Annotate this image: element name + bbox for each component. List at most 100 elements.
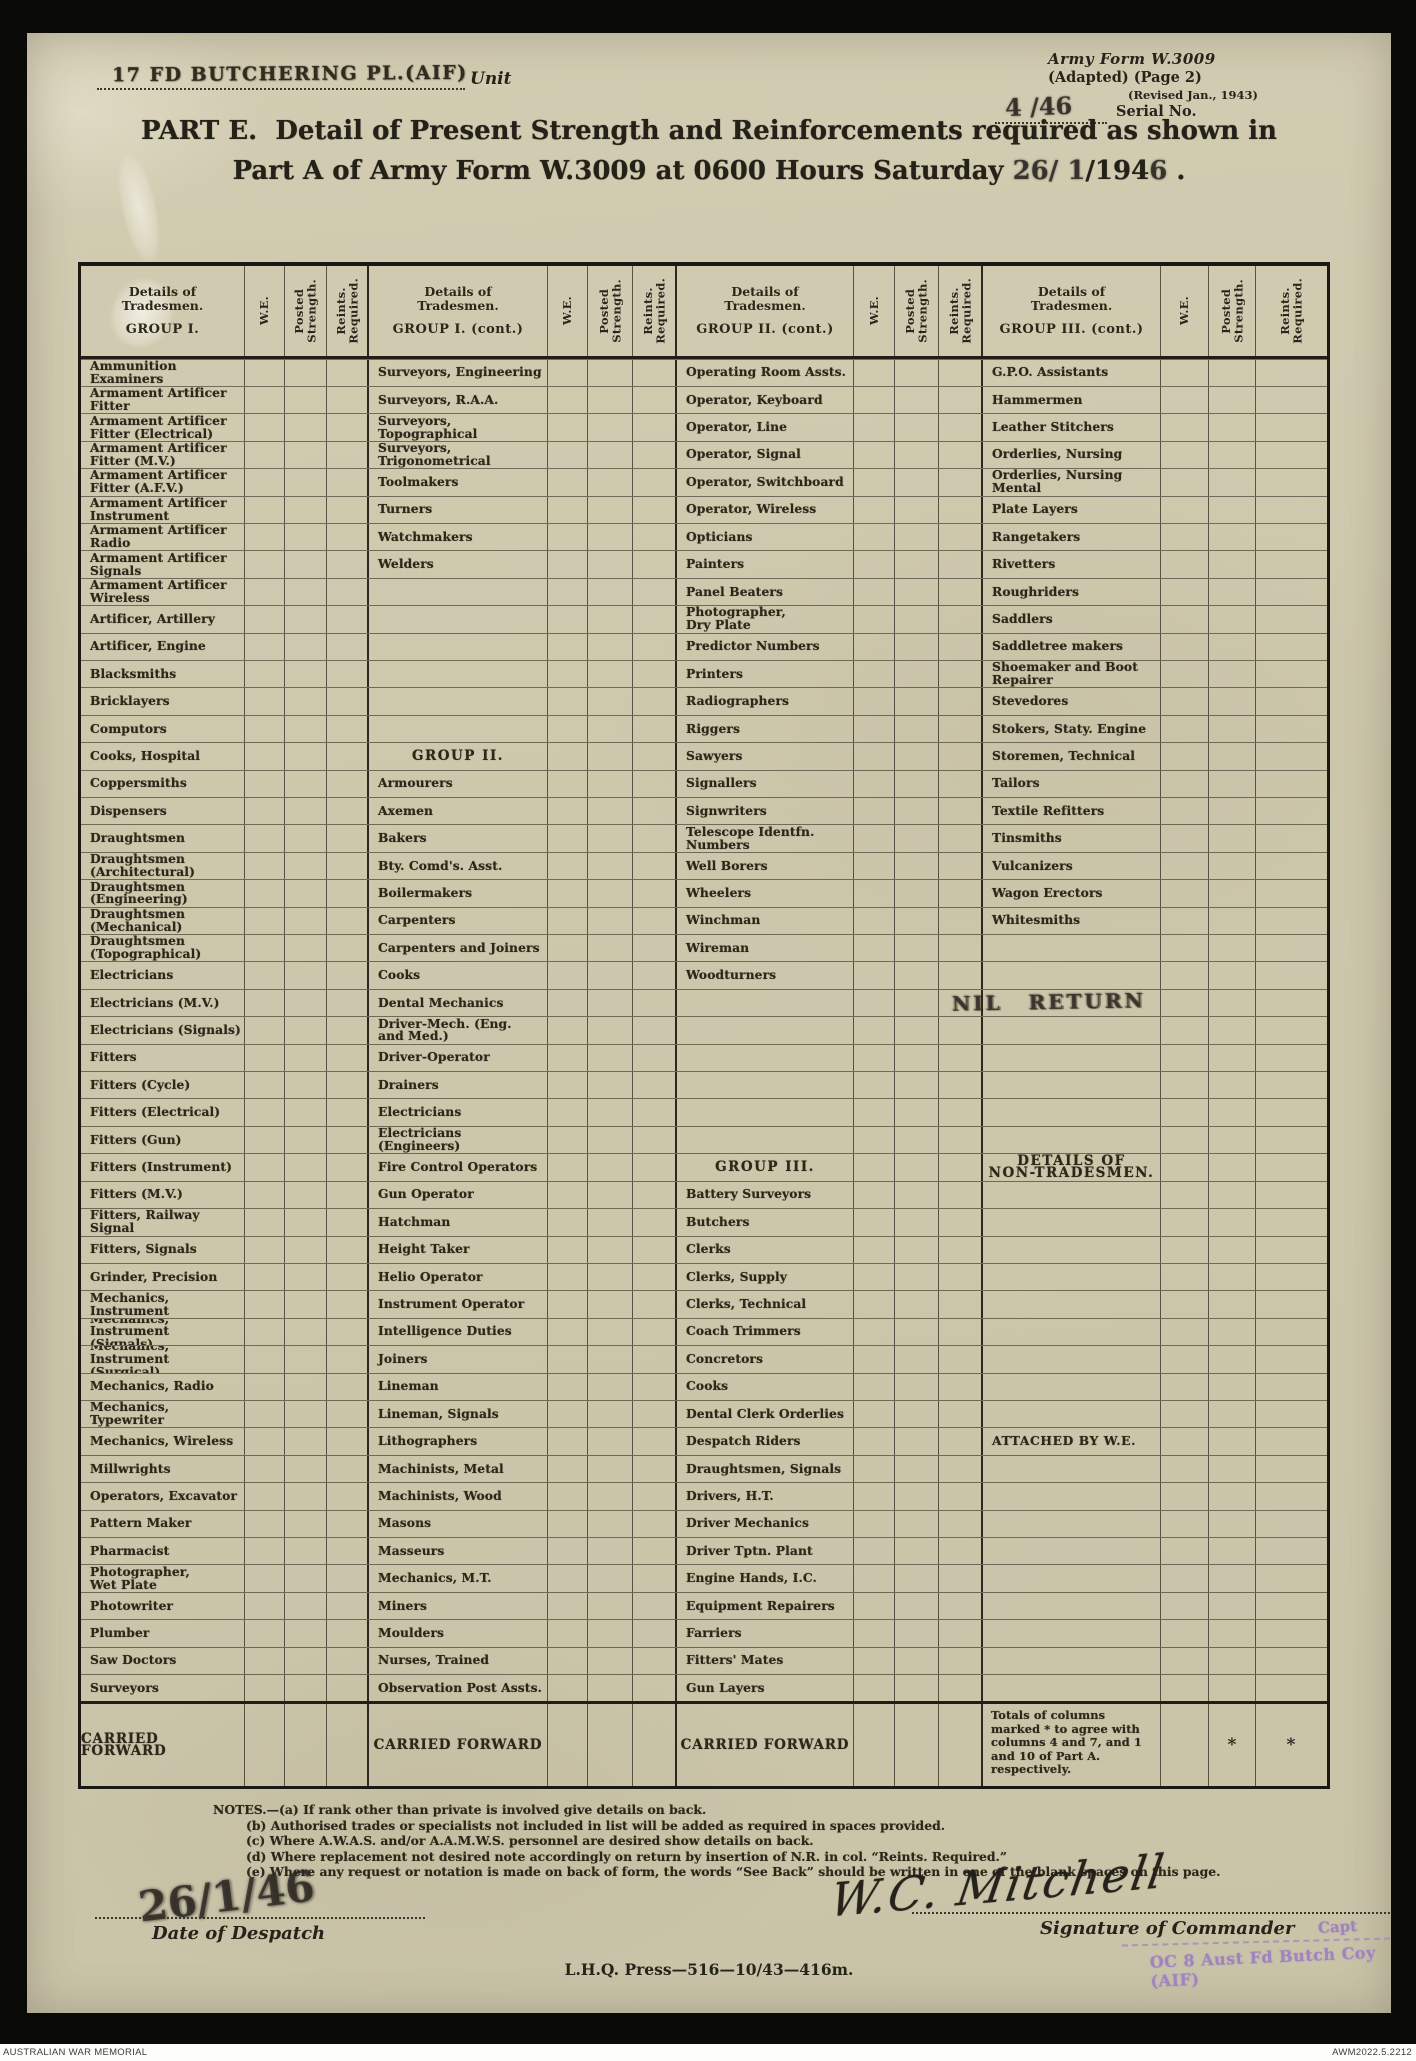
reints-required-cell [632,852,675,880]
posted-strength-cell [1208,1647,1255,1674]
we-cell [244,1154,284,1181]
trade-cell: Hammermen [981,386,1160,414]
posted-strength-cell [1208,907,1255,935]
posted-strength-cell [894,496,938,523]
we-cell [853,770,894,797]
trade-cell [981,1510,1160,1537]
trade-cell [367,578,547,606]
trade-cell: Armament Artificer Signals [90,551,227,578]
trade-cell: Operator, Keyboard [675,386,853,414]
we-cell [1160,1017,1208,1044]
trade-cell: Miners [367,1592,547,1620]
reints-required-cell [326,1483,367,1510]
table-row: Fitters (Cycle) Drainers [81,1071,1327,1099]
trade-cell: G.P.O. Assistants [981,359,1160,386]
we-cell [244,1483,284,1510]
we-cell [547,1072,587,1099]
trade-cell: Storemen, Technical [981,743,1160,770]
trade-cell [981,1483,1160,1510]
posted-strength-cell [284,825,326,852]
reints-required-cell [1255,1537,1326,1565]
posted-strength-cell [894,1455,938,1483]
reints-required-cell [632,1428,675,1455]
we-cell [547,1510,587,1537]
note-line: (b) Authorised trades or specialists not… [246,1817,946,1833]
posted-strength-cell [1208,1373,1255,1400]
trade-cell: Nurses, Trained [367,1647,547,1674]
reints-required-cell [632,770,675,797]
posted-strength-cell [284,1099,326,1126]
trade-cell: Bakers [367,825,547,852]
we-cell [853,1428,894,1455]
we-cell [547,1592,587,1620]
we-cell [853,1017,894,1044]
we-cell [244,907,284,935]
trade-cell: Whitesmiths [981,907,1160,935]
reints-required-cell [326,660,367,688]
unit-typed-value: 17 FD BUTCHERING PL.(AIF) [111,61,468,87]
column-header-details: Details of Tradesmen. GROUP I. [81,266,244,356]
reints-required-cell [326,880,367,907]
reints-required-cell [1255,359,1326,386]
we-cell [547,1263,587,1291]
column-header-posted-strength-text: Posted Strength. [1218,278,1246,343]
column-header-posted-strength-text: Posted Strength. [596,278,624,343]
table-row: Computors Riggers Stokers, Staty. Engine [81,714,1327,743]
trade-cell: Operator, Wireless [675,496,853,523]
we-cell [853,715,894,743]
table-row: Mechanics, Typewriter Lineman, Signals Den… [81,1399,1327,1428]
reints-required-cell [326,606,367,633]
reints-required-cell [632,414,675,441]
trade-cell: Butchers [675,1209,853,1236]
we-cell [547,770,587,797]
we-cell [853,606,894,633]
reints-required-cell [938,1373,981,1400]
we-cell [1160,1592,1208,1620]
reints-required-cell [938,798,981,825]
trade-cell: Clerks, Supply [675,1263,853,1291]
posted-strength-cell [284,770,326,797]
we-cell [244,1072,284,1099]
posted-strength-cell [587,1428,632,1455]
posted-strength-cell [1208,414,1255,441]
date-dotted-rule [95,1917,425,1919]
reints-required-cell [938,852,981,880]
trade-cell: Armament Artificer Instrument [90,496,227,523]
reints-required-cell [632,633,675,660]
trade-cell: Radiographers [675,688,853,715]
table-row: Mechanics, Wireless Lithographers Despatch… [81,1427,1327,1455]
reints-required-cell [1255,1373,1326,1400]
trade-cell: Welders [367,551,547,578]
we-cell [244,1126,284,1154]
table-row: Photowriter Miners Equipment Repairers [81,1591,1327,1620]
reints-required-cell [632,1263,675,1291]
we-cell [547,1291,587,1318]
we-cell [1160,1537,1208,1565]
posted-strength-cell [1208,1483,1255,1510]
reints-required-cell [938,770,981,797]
reints-required-cell [632,798,675,825]
posted-strength-cell [1208,1044,1255,1072]
posted-strength-cell [894,633,938,660]
reints-required-cell [938,1428,981,1455]
posted-strength-cell [284,852,326,880]
reints-required-cell [326,551,367,578]
table-row: Fitters (Electrical) Electricians [81,1098,1327,1126]
column-header-details: Details of Tradesmen. GROUP III. (cont.) [981,266,1160,356]
we-cell [853,743,894,770]
posted-strength-cell [894,770,938,797]
reints-required-cell [938,606,981,633]
posted-strength-cell [284,935,326,962]
posted-strength-cell [1208,1072,1255,1099]
table-row: Electricians (M.V.) Dental Mechanics [81,988,1327,1017]
we-cell [1160,1510,1208,1537]
posted-strength-cell [587,1209,632,1236]
posted-strength-cell [894,715,938,743]
posted-strength-cell [587,1592,632,1620]
trade-cell: Turners [367,496,547,523]
trade-cell: Concretors [675,1346,853,1373]
reints-required-cell [938,989,981,1017]
trade-cell: Bty. Comd's. Asst. [367,852,547,880]
reints-required-cell [938,359,981,386]
